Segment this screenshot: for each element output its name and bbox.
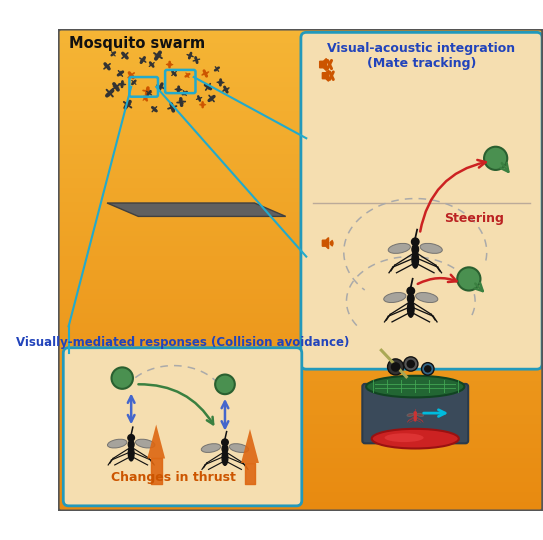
Circle shape — [407, 360, 415, 368]
Ellipse shape — [414, 416, 416, 421]
Circle shape — [388, 359, 403, 375]
Ellipse shape — [416, 414, 424, 416]
Circle shape — [111, 367, 133, 389]
Ellipse shape — [135, 439, 155, 448]
Polygon shape — [147, 424, 165, 458]
Text: Changes in thrust: Changes in thrust — [111, 471, 236, 484]
Ellipse shape — [229, 444, 249, 453]
Ellipse shape — [128, 440, 134, 449]
Circle shape — [403, 357, 418, 371]
FancyBboxPatch shape — [362, 384, 468, 443]
Text: Mosquito swarm: Mosquito swarm — [68, 36, 205, 51]
Ellipse shape — [412, 251, 419, 268]
Circle shape — [412, 238, 419, 246]
Ellipse shape — [108, 439, 127, 448]
Ellipse shape — [407, 294, 414, 303]
Polygon shape — [323, 238, 329, 249]
Ellipse shape — [407, 300, 414, 317]
FancyBboxPatch shape — [301, 32, 542, 369]
Circle shape — [424, 365, 432, 373]
Ellipse shape — [412, 245, 419, 254]
Polygon shape — [320, 58, 326, 71]
Circle shape — [391, 362, 400, 372]
Text: Visually-mediated responses (Collision avoidance): Visually-mediated responses (Collision a… — [16, 336, 349, 349]
Circle shape — [421, 363, 434, 375]
Circle shape — [407, 287, 414, 295]
Ellipse shape — [407, 414, 414, 416]
Ellipse shape — [415, 293, 438, 302]
Polygon shape — [323, 70, 329, 82]
Ellipse shape — [388, 244, 411, 253]
Ellipse shape — [128, 446, 134, 461]
Circle shape — [414, 412, 416, 414]
Circle shape — [484, 147, 507, 170]
Ellipse shape — [384, 293, 406, 302]
Ellipse shape — [414, 414, 416, 417]
Ellipse shape — [222, 445, 228, 453]
Ellipse shape — [420, 244, 443, 253]
Polygon shape — [107, 203, 286, 217]
Circle shape — [222, 439, 228, 446]
FancyBboxPatch shape — [64, 348, 302, 506]
Ellipse shape — [222, 450, 228, 465]
Ellipse shape — [201, 444, 221, 453]
Ellipse shape — [372, 429, 459, 449]
Circle shape — [215, 375, 235, 394]
Polygon shape — [241, 429, 259, 463]
Ellipse shape — [384, 433, 424, 442]
Text: Steering: Steering — [444, 212, 504, 225]
Text: Visual-acoustic integration
(Mate tracking): Visual-acoustic integration (Mate tracki… — [327, 42, 515, 70]
Circle shape — [457, 267, 481, 291]
Ellipse shape — [366, 376, 464, 397]
Circle shape — [128, 435, 135, 441]
